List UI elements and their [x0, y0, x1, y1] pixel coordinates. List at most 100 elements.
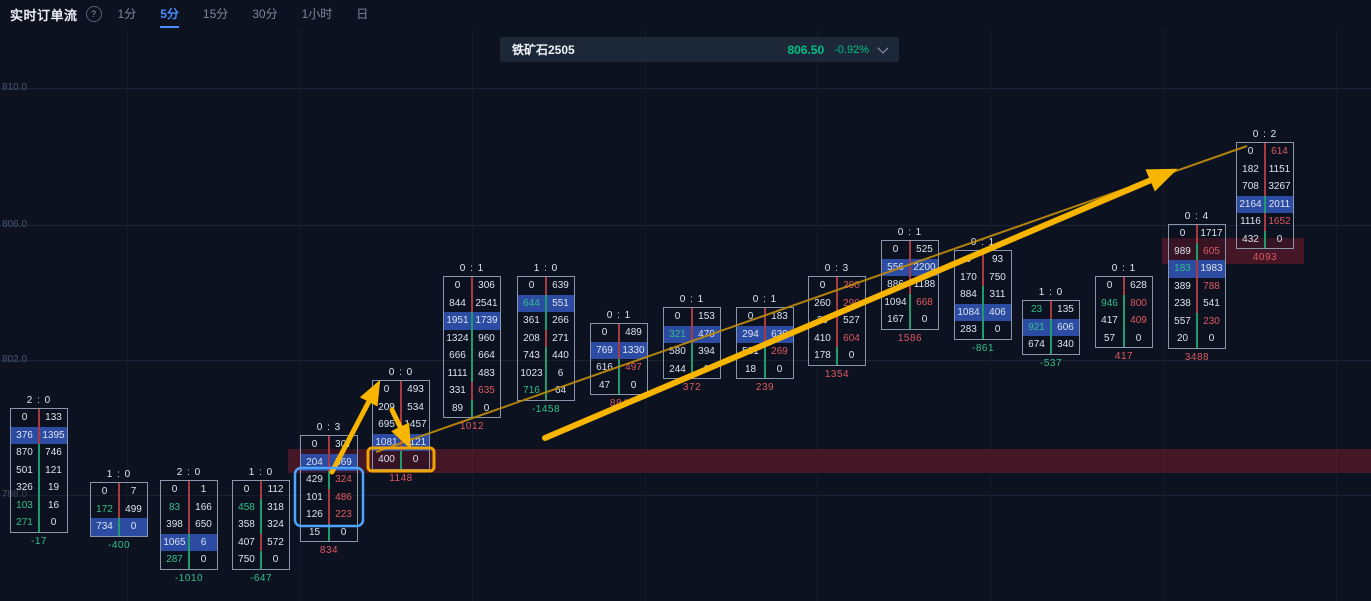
instrument-price: 806.50 [787, 42, 825, 57]
ask-volume: 324 [267, 519, 284, 530]
delta-divider [38, 461, 40, 479]
price-row: 644 551 [518, 294, 574, 312]
delta-divider [118, 483, 120, 501]
bid-volume: 89 [451, 402, 464, 414]
bid-volume: 769 [596, 344, 613, 356]
imbalance-header: 0 : 4 [1184, 211, 1210, 222]
tab-1分[interactable]: 1分 [117, 7, 137, 21]
price-row: 2164 2011 [1237, 195, 1293, 213]
bid-volume: 417 [1101, 315, 1118, 326]
price-row: 1094 668 [882, 293, 938, 311]
delta-footer: -400 [107, 539, 130, 551]
footprint-column-3: 2 : 0 0 1 83 166 398 650 1065 6 287 0 -1010 [160, 466, 218, 584]
ask-volume: 746 [45, 447, 62, 458]
bid-volume: 47 [598, 379, 611, 391]
ask-volume: 0 [776, 363, 783, 375]
price-row: 0 525 [882, 241, 938, 259]
imbalance-header: 0 : 2 [1252, 129, 1278, 140]
tab-日[interactable]: 日 [356, 7, 369, 21]
price-row: 271 0 [11, 514, 67, 532]
cells-box: 0 614 182 1151 708 3267 2164 2011 1116 1652 432 0 [1236, 142, 1294, 249]
price-row: 1111 483 [444, 364, 500, 382]
help-icon[interactable]: ? [85, 6, 102, 22]
ask-volume: 1457 [404, 419, 427, 430]
price-row: 989 605 [1169, 242, 1225, 260]
delta-divider [38, 479, 40, 497]
bid-volume: 167 [887, 314, 904, 325]
chevron-down-icon[interactable] [877, 41, 889, 54]
cells-box: 0 493 209 534 695 1457 1081 1121 400 0 [372, 380, 430, 470]
bid-volume: 294 [742, 328, 759, 340]
ask-volume: 0 [483, 402, 490, 414]
imbalance-header: 2 : 0 [176, 467, 202, 478]
bid-volume: 734 [96, 521, 113, 532]
tab-30分[interactable]: 30分 [252, 7, 278, 21]
ask-volume: 266 [552, 315, 569, 326]
price-row: 743 440 [518, 347, 574, 365]
bid-volume: 886 [887, 279, 904, 290]
ask-volume: 1652 [1268, 216, 1291, 227]
cells-box: 0 290 260 290 39 527 410 604 178 0 [808, 276, 866, 366]
bid-volume: 870 [16, 447, 33, 458]
ask-volume: 324 [335, 474, 352, 485]
bid-volume: 83 [168, 501, 181, 513]
price-row: 0 153 [664, 308, 720, 326]
bid-volume: 0 [454, 280, 461, 291]
price-row: 1084 406 [955, 303, 1011, 321]
bid-volume: 989 [1174, 245, 1191, 257]
price-row: 389 788 [1169, 277, 1225, 295]
price-row: 556 2200 [882, 258, 938, 276]
price-row: 769 1330 [591, 341, 647, 359]
instrument-name: 铁矿石2505 [512, 43, 575, 57]
cells-box: 0 7 172 499 734 0 [90, 482, 148, 537]
ask-volume: 0 [412, 454, 419, 465]
delta-footer: 3488 [1184, 351, 1210, 363]
gridline-h [0, 225, 1371, 226]
delta-footer: -17 [31, 535, 47, 547]
price-row: 376 1395 [11, 426, 67, 444]
footprint-column-15: 1 : 0 23 135 921 606 674 340 -537 [1022, 286, 1080, 369]
tab-15分[interactable]: 15分 [202, 7, 229, 21]
delta-divider [1264, 178, 1266, 196]
footprint-column-10: 0 : 1 0 153 321 470 580 394 244 0 372 [663, 293, 721, 393]
ask-volume: 750 [989, 271, 1006, 283]
bid-volume: 407 [238, 536, 255, 548]
cells-box: 0 489 769 1330 616 497 47 0 [590, 323, 648, 395]
ask-volume: 483 [478, 367, 495, 379]
ask-volume: 628 [1130, 280, 1147, 291]
bid-volume: 458 [238, 501, 255, 513]
price-row: 89 0 [444, 399, 500, 417]
price-row: 410 604 [809, 329, 865, 347]
gridline-v [1163, 28, 1164, 601]
price-row: 83 166 [161, 498, 217, 516]
bid-volume: 0 [528, 280, 535, 291]
ask-volume: 0 [1208, 333, 1215, 344]
bid-volume: 1065 [163, 536, 186, 548]
ask-volume: 7 [130, 486, 137, 497]
price-row: 23 135 [1023, 301, 1079, 319]
delta-footer: -647 [249, 572, 272, 584]
price-row: 0 307 [301, 436, 357, 454]
tab-5分[interactable]: 5分 [160, 0, 179, 28]
gridline-h [0, 495, 1371, 496]
ask-volume: 93 [991, 254, 1004, 265]
tab-1小时[interactable]: 1小时 [301, 7, 333, 21]
ask-volume: 223 [335, 509, 352, 520]
bid-volume: 884 [960, 289, 977, 300]
price-row: 417 409 [1096, 312, 1152, 330]
imbalance-header: 1 : 0 [1038, 287, 1064, 298]
instrument-selector[interactable]: 铁矿石2505 806.50 -0.92% [500, 37, 899, 62]
price-row: 695 1457 [373, 416, 429, 434]
bid-volume: 0 [892, 244, 899, 255]
bid-volume: 432 [1242, 233, 1259, 245]
imbalance-header: 0 : 3 [316, 422, 342, 433]
price-label: 806.0 [2, 219, 28, 230]
price-label: 798.0 [2, 489, 28, 500]
price-row: 666 664 [444, 347, 500, 365]
delta-divider [38, 426, 40, 444]
ask-volume: 290 [843, 297, 860, 309]
price-row: 326 19 [11, 479, 67, 497]
ask-volume: 3267 [1268, 181, 1291, 192]
ask-volume: 1121 [404, 436, 427, 448]
delta-divider [118, 500, 120, 518]
